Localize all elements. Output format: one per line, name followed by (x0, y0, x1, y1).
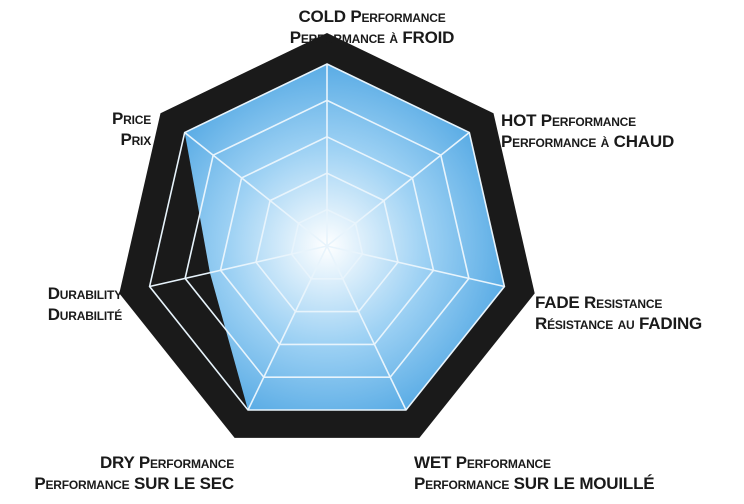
axis-label-price-fr: Prix (120, 130, 151, 149)
axis-label-durability-en: Durability (47, 284, 122, 303)
axis-label-wet-performance: WET Performance Performance SUR LE MOUIL… (414, 452, 655, 494)
radar-grid-ring-5 (148, 63, 506, 411)
radar-grid-ring-4 (184, 99, 470, 379)
axis-label-hot-en: HOT Performance (501, 111, 636, 130)
radar-spoke-price (184, 131, 328, 247)
axis-label-durability-fr: Durabilité (47, 305, 122, 324)
axis-label-price-en: Price (111, 109, 151, 128)
axis-label-fade-en: FADE Resistance (535, 293, 663, 312)
axis-label-dry-performance: DRY Performance Performance SUR LE SEC (4, 452, 234, 494)
axis-label-dry-fr: Performance SUR LE SEC (34, 474, 234, 493)
axis-label-hot-performance: HOT Performance Performance à CHAUD (501, 110, 674, 152)
radar-data-area (184, 64, 505, 410)
axis-label-fade-fr: Résistance au FADING (535, 314, 703, 333)
axis-label-wet-fr: Performance SUR LE MOUILLÉ (414, 474, 655, 493)
radar-grid-ring-3 (219, 135, 435, 346)
axis-label-fade-resistance: FADE Resistance Résistance au FADING (535, 292, 702, 334)
radar-spoke-dry (247, 245, 328, 411)
radar-spoke-wet (326, 245, 407, 411)
axis-label-dry-en: DRY Performance (99, 453, 234, 472)
axis-label-durability: Durability Durabilité (10, 283, 122, 325)
radar-spoke-hot (326, 131, 470, 247)
axis-label-cold-fr: Performance à FROID (289, 28, 455, 47)
radar-spoke-fade (326, 245, 505, 288)
radar-grid-ring-1 (290, 208, 364, 280)
axis-label-price: Price Prix (40, 108, 151, 150)
axis-label-cold-en: COLD Performance (298, 7, 446, 26)
axis-label-cold-performance: COLD Performance Performance à FROID (290, 6, 455, 48)
radar-spoke-dur (149, 245, 328, 288)
axis-label-hot-fr: Performance à CHAUD (501, 132, 675, 151)
radar-grid-ring-2 (255, 172, 399, 313)
axis-label-wet-en: WET Performance (414, 453, 551, 472)
radar-grid (148, 63, 506, 411)
